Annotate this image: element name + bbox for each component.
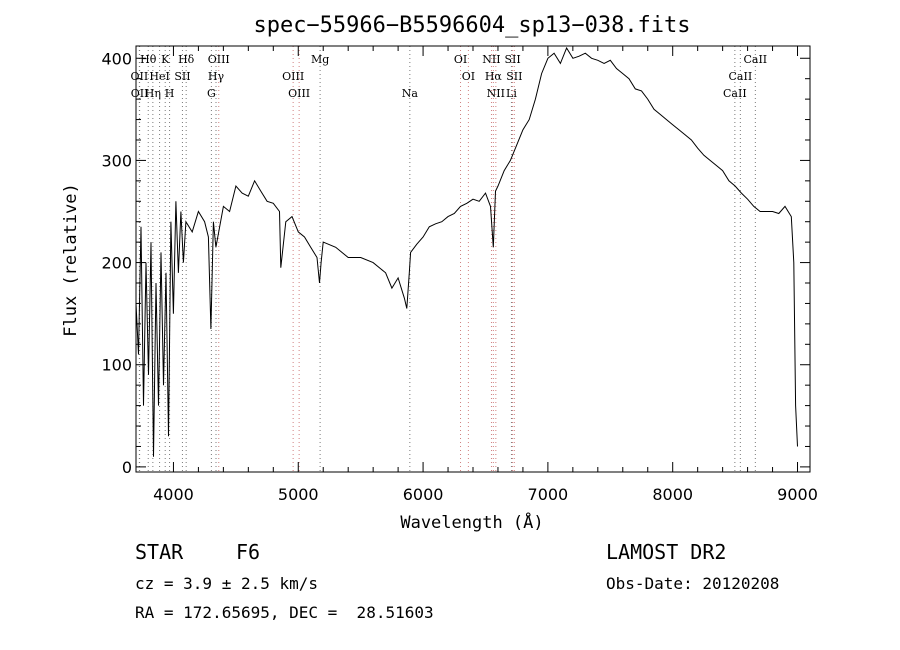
spectral-line-label: NII (487, 87, 505, 100)
spectral-line-label: HeI (149, 70, 169, 83)
x-tick-label: 7000 (528, 485, 569, 504)
spectral-line-markers (138, 46, 756, 472)
spectral-line-label: OIII (288, 87, 310, 100)
spectral-line-label: OI (462, 70, 475, 83)
axis-ticks: 4000 5000 6000 7000 8000 9000 0 100 200 300 400 (101, 46, 818, 504)
spectral-line-label: SII (174, 70, 190, 83)
spectral-line-label: Na (402, 87, 419, 100)
spectral-line-label: OIII (208, 53, 230, 66)
coordinates: RA = 172.65695, DEC = 28.51603 (135, 603, 434, 622)
x-tick-label: 4000 (153, 485, 194, 504)
redshift-velocity: cz = 3.9 ± 2.5 km/s (135, 574, 319, 593)
x-axis-label: Wavelength (Å) (400, 511, 543, 533)
chart-title: spec−55966−B5596604_sp13−038.fits (253, 13, 690, 38)
x-tick-label: 8000 (652, 485, 693, 504)
spectral-line-label: Hθ (140, 53, 157, 66)
spectral-line-label: SII (506, 70, 522, 83)
spectral-line-label: Hη (145, 87, 161, 100)
spectral-line-label: NII (482, 53, 500, 66)
y-tick-label: 200 (101, 254, 132, 273)
x-tick-label: 6000 (403, 485, 444, 504)
spectral-line-label: CaII (729, 70, 753, 83)
y-tick-label: 0 (122, 458, 132, 477)
object-subclass: F6 (236, 540, 261, 564)
spectral-line-label: K (161, 53, 170, 66)
spectral-line-label: Hγ (208, 70, 225, 83)
plot-frame (135, 45, 811, 473)
spectral-line-label: CaII (743, 53, 767, 66)
spectral-line-label: OI (454, 53, 467, 66)
spectral-line-label: OIII (282, 70, 304, 83)
spectral-line-label: Hδ (178, 53, 195, 66)
y-tick-label: 100 (101, 356, 132, 375)
y-axis-label: Flux (relative) (61, 183, 81, 337)
spectral-line-label: G (207, 87, 216, 100)
survey-name: LAMOST DR2 (606, 540, 727, 564)
spectral-line-label: OII (131, 70, 149, 83)
x-tick-label: 5000 (278, 485, 319, 504)
spectral-line-label: OII (131, 87, 149, 100)
spectral-line-label: Mg (311, 53, 329, 66)
spectrum-line (135, 46, 798, 457)
x-tick-label: 9000 (777, 485, 818, 504)
y-tick-label: 400 (101, 49, 132, 68)
y-tick-label: 300 (101, 151, 132, 170)
spectral-line-label: Li (506, 87, 517, 100)
spectral-line-label: Hα (485, 70, 503, 83)
observation-date: Obs-Date: 20120208 (606, 574, 780, 593)
spectral-line-label: H (165, 87, 175, 100)
spectral-line-label: SII (504, 53, 520, 66)
spectral-line-label: CaII (723, 87, 747, 100)
object-class: STAR (135, 540, 184, 564)
